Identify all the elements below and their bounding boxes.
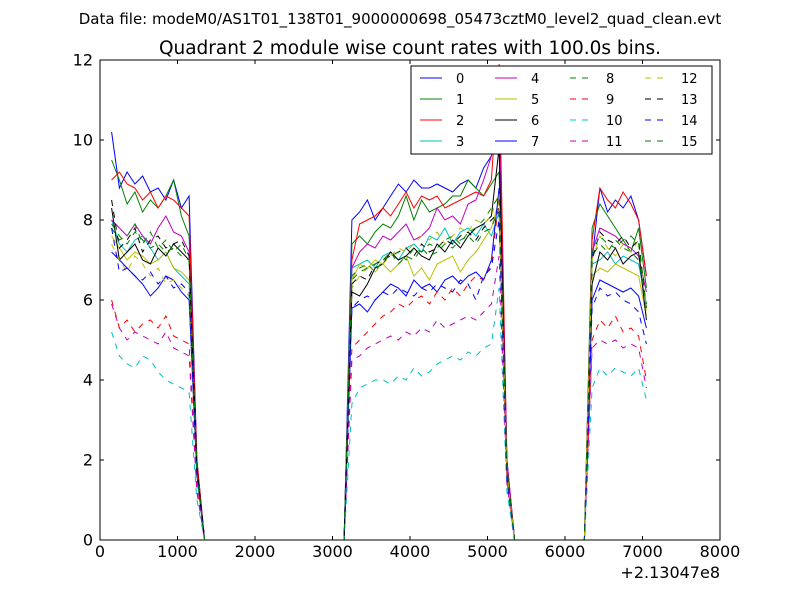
- x-tick-label: 5000: [467, 542, 508, 561]
- series-line-8: [111, 207, 647, 541]
- legend-label-4: 4: [531, 72, 539, 87]
- x-offset-label: +2.13047e8: [620, 563, 720, 582]
- x-tick-label: 3000: [312, 542, 353, 561]
- legend-label-9: 9: [606, 93, 614, 108]
- y-tick-label: 0: [83, 531, 93, 550]
- legend-label-0: 0: [456, 72, 464, 87]
- x-tick-label: 8000: [700, 542, 741, 561]
- x-tick-label: 1000: [157, 542, 198, 561]
- legend-label-14: 14: [681, 114, 698, 129]
- legend-label-11: 11: [606, 135, 623, 150]
- legend-label-7: 7: [531, 135, 539, 150]
- legend-label-8: 8: [606, 72, 614, 87]
- suptitle: Data file: modeM0/AS1T01_138T01_90000006…: [79, 10, 722, 29]
- series-line-14: [111, 219, 647, 541]
- chart-title: Quadrant 2 module wise count rates with …: [159, 38, 661, 59]
- legend-frame: [410, 65, 713, 155]
- y-tick-label: 8: [83, 211, 93, 230]
- legend-label-1: 1: [456, 93, 464, 108]
- x-tick-label: 7000: [622, 542, 663, 561]
- series-line-11: [111, 255, 647, 541]
- legend-label-5: 5: [531, 93, 539, 108]
- x-tick-label: 0: [95, 542, 105, 561]
- y-tick-label: 2: [83, 451, 93, 470]
- y-tick-label: 12: [73, 51, 93, 70]
- legend-label-15: 15: [681, 135, 698, 150]
- legend-label-2: 2: [456, 114, 464, 129]
- x-tick-label: 6000: [545, 542, 586, 561]
- legend-label-13: 13: [681, 93, 698, 108]
- x-tick-label: 2000: [235, 542, 276, 561]
- legend-label-12: 12: [681, 72, 698, 87]
- x-tick-label: 4000: [390, 542, 431, 561]
- y-tick-label: 4: [83, 371, 93, 390]
- y-tick-label: 6: [83, 291, 93, 310]
- legend-label-10: 10: [606, 114, 623, 129]
- legend-label-3: 3: [456, 135, 464, 150]
- legend-label-6: 6: [531, 114, 539, 129]
- plot-frame: [99, 59, 721, 541]
- y-tick-label: 10: [73, 131, 93, 150]
- axis-ticks: 0 1000 2000 3000 4000 5000 6000 7000 80000246810…: [73, 51, 741, 562]
